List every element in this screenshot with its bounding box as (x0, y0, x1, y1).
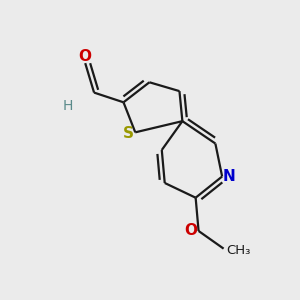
Text: S: S (123, 126, 134, 141)
Text: N: N (222, 169, 235, 184)
Text: O: O (185, 224, 198, 238)
Text: CH₃: CH₃ (226, 244, 251, 257)
Text: O: O (79, 49, 92, 64)
Text: H: H (62, 99, 73, 113)
